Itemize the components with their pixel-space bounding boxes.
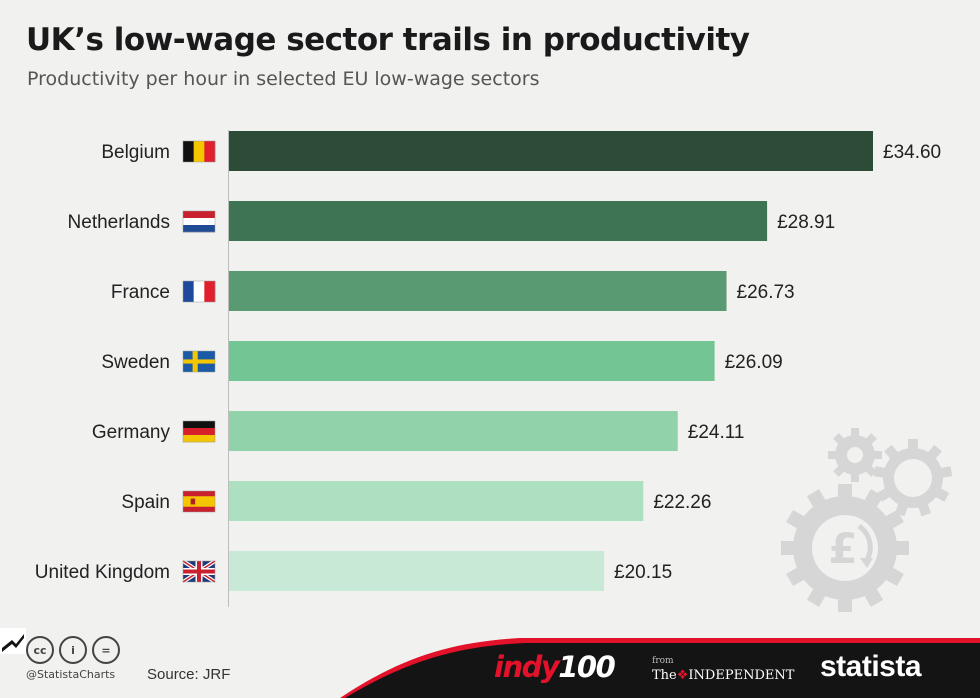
value-label: £26.09 (725, 352, 783, 373)
cc-icon: cc (26, 636, 54, 664)
value-label: £20.15 (614, 562, 672, 583)
license-icons: cc i = (26, 636, 120, 664)
value-label: £26.73 (737, 282, 795, 303)
indy-text: indy (494, 650, 560, 684)
small-gear-icon (828, 428, 882, 482)
bar-sweden (229, 341, 715, 381)
category-label: Spain (121, 492, 170, 513)
statista-logo: statista (820, 650, 922, 683)
value-label: £22.26 (653, 492, 711, 513)
chart-subtitle: Productivity per hour in selected EU low… (27, 68, 540, 90)
belgium-flag (182, 140, 216, 163)
france-flag (182, 280, 216, 303)
spain-flag (182, 490, 216, 513)
germany-flag (182, 420, 216, 443)
category-label: Netherlands (68, 212, 170, 233)
category-label: Belgium (101, 142, 170, 163)
footer-band (340, 638, 980, 698)
bar-united-kingdom (229, 551, 605, 591)
bar-belgium (229, 131, 873, 171)
footer: cc i = @StatistaCharts Source: JRF indy1… (0, 628, 980, 698)
independent-name: INDEPENDENT (688, 668, 795, 683)
category-label: France (111, 282, 170, 303)
netherlands-flag (182, 210, 216, 233)
medium-gear-icon (873, 439, 953, 517)
gears-illustration: £ (781, 428, 953, 612)
indy100-logo: indy100 (494, 650, 616, 684)
attribution-icon: i (59, 636, 87, 664)
uk-flag (181, 559, 217, 584)
category-label: United Kingdom (35, 562, 170, 583)
bar-chart: £ Belgium £34.60 Netherlands £28.91 France £2… (35, 130, 953, 612)
indy-number: 100 (558, 650, 616, 684)
bar-spain (229, 481, 644, 521)
independent-the: The (652, 668, 677, 683)
value-label: £28.91 (777, 212, 835, 233)
source-note: Source: JRF (147, 666, 231, 683)
no-derivatives-icon: = (92, 636, 120, 664)
bar-germany (229, 411, 678, 451)
category-label: Sweden (101, 352, 170, 373)
bar-netherlands (229, 201, 768, 241)
value-label: £24.11 (688, 422, 745, 443)
from-label: from (652, 656, 674, 666)
pound-gear-icon: £ (781, 484, 909, 612)
independent-logo: The❖INDEPENDENT (652, 668, 794, 683)
statista-logo-icon (0, 628, 26, 654)
bar-france (229, 271, 727, 311)
sweden-flag (182, 350, 216, 373)
eagle-icon: ❖ (676, 668, 689, 683)
category-label: Germany (92, 422, 171, 443)
statista-handle: @StatistaCharts (26, 668, 116, 681)
value-label: £34.60 (883, 142, 941, 163)
chart-title: UK’s low-wage sector trails in productiv… (26, 22, 750, 58)
svg-text:£: £ (828, 524, 857, 573)
